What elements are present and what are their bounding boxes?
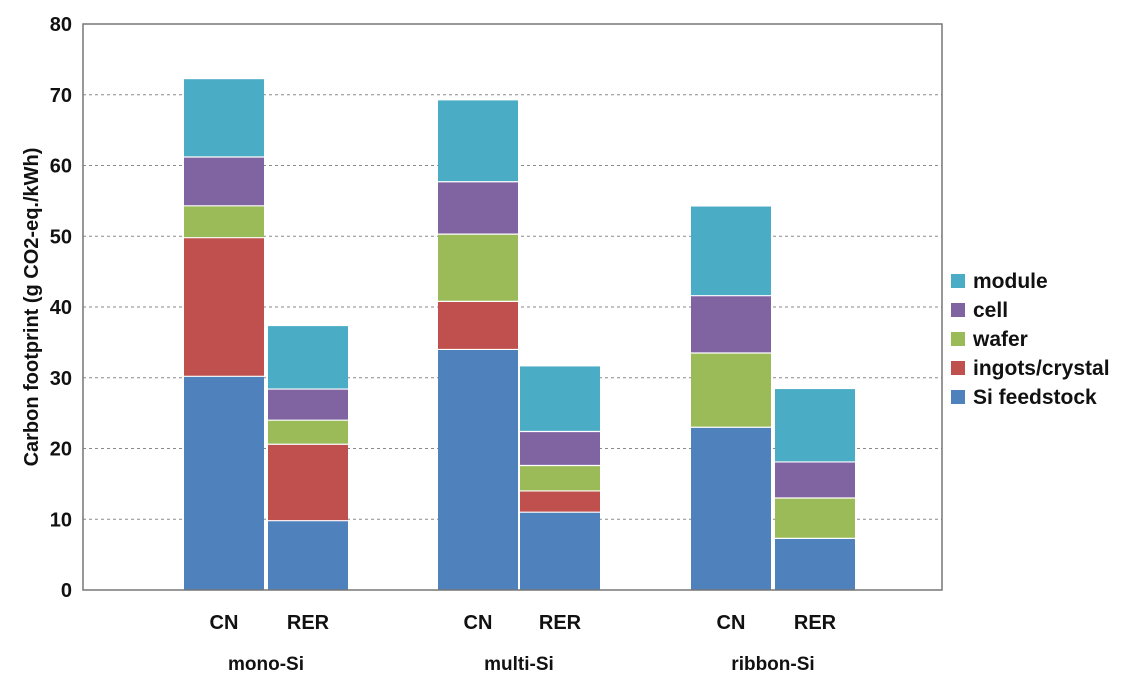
axes: [82, 23, 943, 591]
bar-segment: [775, 461, 855, 499]
bar-segment: [520, 490, 600, 513]
bar-segment: [691, 295, 771, 353]
bar-segment: [438, 181, 518, 235]
category-label: CN: [464, 612, 493, 634]
bar-segment: [268, 520, 348, 590]
y-tick-label: 30: [50, 368, 72, 390]
group-label: ribbon-Si: [731, 654, 814, 675]
group-label: mono-Si: [228, 654, 304, 675]
legend-label: ingots/crystal: [973, 357, 1110, 380]
bar-segment: [691, 427, 771, 590]
y-tick-label: 70: [50, 85, 72, 107]
bar-segment: [438, 349, 518, 590]
bar-segment: [775, 538, 855, 590]
y-tick-label: 60: [50, 156, 72, 178]
category-label: RER: [794, 612, 837, 634]
bar-segment: [184, 79, 264, 158]
y-tick-label: 10: [50, 509, 72, 531]
bar-segment: [775, 389, 855, 462]
y-tick-label: 50: [50, 226, 72, 248]
y-tick-label: 80: [50, 14, 72, 36]
legend-label: Si feedstock: [973, 386, 1097, 409]
bar-segment: [268, 420, 348, 445]
y-tick-label: 40: [50, 297, 72, 319]
legend-swatch: [951, 390, 965, 404]
y-tick-labels: 0 10 20 30 40 50 60 70 80: [50, 14, 72, 602]
category-label: RER: [539, 612, 582, 634]
group-label: multi-Si: [484, 654, 554, 675]
bar-segment: [775, 498, 855, 539]
bar-segment: [438, 234, 518, 302]
legend: module cell wafer ingots/crystal Si feedstoc…: [951, 270, 1110, 409]
bar-segment: [520, 512, 600, 590]
legend-label: wafer: [972, 328, 1028, 351]
bar-segment: [184, 376, 264, 590]
bar-segment: [691, 352, 771, 428]
bar-segment: [268, 326, 348, 390]
bar-segment: [438, 301, 518, 350]
bar-segment: [184, 205, 264, 238]
category-labels: CN RER CN RER CN RER: [210, 612, 837, 634]
bar-segment: [438, 100, 518, 182]
y-tick-label: 0: [61, 580, 72, 602]
legend-swatch: [951, 303, 965, 317]
category-label: RER: [287, 612, 330, 634]
bar-segment: [268, 444, 348, 521]
bar-segment: [520, 465, 600, 491]
category-label: CN: [717, 612, 746, 634]
legend-swatch: [951, 332, 965, 346]
bars: [184, 79, 855, 590]
y-tick-label: 20: [50, 439, 72, 461]
bar-segment: [520, 431, 600, 466]
y-axis-title: Carbon footprint (g CO2-eq./kWh): [21, 148, 43, 467]
plot-frame: [82, 23, 943, 591]
category-label: CN: [210, 612, 239, 634]
bar-segment: [184, 237, 264, 377]
bar-segment: [691, 206, 771, 296]
legend-swatch: [951, 361, 965, 375]
bar-segment: [268, 389, 348, 421]
legend-label: module: [973, 270, 1048, 293]
legend-swatch: [951, 274, 965, 288]
group-labels: mono-Si multi-Si ribbon-Si: [228, 654, 815, 675]
bar-segment: [184, 157, 264, 206]
bar-segment: [520, 366, 600, 432]
legend-label: cell: [973, 299, 1008, 322]
